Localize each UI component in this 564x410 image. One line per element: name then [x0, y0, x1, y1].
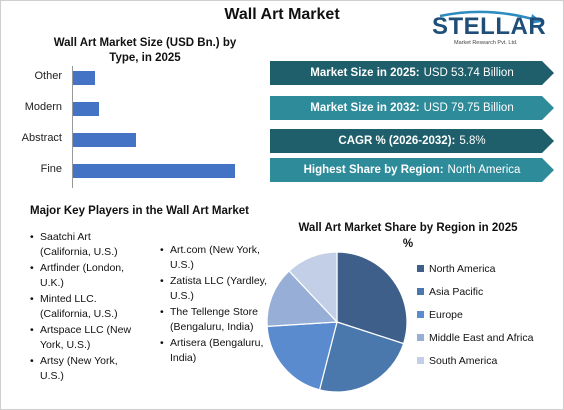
key-player-item: Art.com (New York, U.S.) — [160, 243, 272, 272]
stat-banner-value: USD 53.74 Billion — [423, 67, 514, 79]
legend-item-north-america: North America — [417, 257, 533, 280]
legend-label: Middle East and Africa — [429, 331, 534, 344]
key-player-item: Artisera (Bengaluru, India) — [160, 336, 272, 365]
logo-wordmark: STELLAR — [432, 13, 547, 40]
bar-chart-title-line-2: Type, in 2025 — [109, 52, 181, 64]
key-player-item: Artspace LLC (New York, U.S.) — [30, 323, 140, 352]
pie-legend: North America Asia Pacific Europe Middle Ea… — [417, 257, 533, 372]
legend-item-south-america: South America — [417, 349, 533, 372]
bar-chart-axis — [72, 66, 73, 188]
legend-item-europe: Europe — [417, 303, 533, 326]
logo-tagline: Market Research Pvt. Ltd. — [454, 40, 518, 46]
pie-slice-south-america — [288, 251, 338, 324]
legend-swatch — [417, 311, 424, 318]
key-players-list-1: Saatchi Art (California, U.S.)Artfinder … — [30, 230, 140, 385]
key-players-list-2: Art.com (New York, U.S.)Zatista LLC (Yar… — [160, 243, 272, 367]
bar-fine — [73, 164, 235, 178]
pie-slice-middle-east-and-africa — [266, 270, 339, 328]
pie-slice-europe — [266, 321, 338, 391]
pie-chart-title-line-2: % — [402, 238, 414, 250]
pie-slice-north-america — [336, 251, 408, 345]
stat-banner-1: Market Size in 2025: USD 53.74 Billion — [270, 61, 554, 85]
legend-label: North America — [429, 262, 496, 275]
bar-label-modern: Modern — [24, 101, 62, 113]
bar-chart-title: Wall Art Market Size (USD Bn.) by Type, … — [40, 36, 250, 66]
pie-chart — [266, 251, 408, 393]
stat-banner-4: Highest Share by Region: North America — [270, 158, 554, 182]
key-player-item: Zatista LLC (Yardley, U.S.) — [160, 274, 272, 303]
legend-label: Asia Pacific — [429, 285, 484, 298]
legend-swatch — [417, 265, 424, 272]
bar-modern — [73, 102, 100, 116]
pie-chart-title-line-1: Wall Art Market Share by Region in 2025 — [298, 222, 518, 234]
key-players-title: Major Key Players in the Wall Art Market — [30, 205, 249, 217]
key-player-item: The Tellenge Store (Bengaluru, India) — [160, 305, 272, 334]
key-player-item: Artfinder (London, U.K.) — [30, 261, 140, 290]
stellar-logo: STELLAR Market Research Pvt. Ltd. — [432, 10, 547, 50]
legend-label: South America — [429, 354, 498, 367]
bar-label-fine: Fine — [40, 163, 62, 175]
key-player-item: Minted LLC. (California, U.S.) — [30, 292, 140, 321]
legend-item-asia-pacific: Asia Pacific — [417, 280, 533, 303]
pie-slice-asia-pacific — [318, 321, 405, 393]
stat-banner-value: 5.8% — [459, 135, 486, 147]
stat-banner-value: USD 79.75 Billion — [423, 102, 514, 114]
legend-item-middle-east-and-africa: Middle East and Africa — [417, 326, 533, 349]
legend-label: Europe — [429, 308, 463, 321]
stat-banner-label: Highest Share by Region: — [303, 164, 444, 176]
bar-other — [73, 71, 95, 85]
bar-abstract — [73, 133, 136, 147]
bar-label-other: Other — [34, 70, 62, 82]
stat-banner-label: Market Size in 2025: — [310, 67, 420, 79]
legend-swatch — [417, 357, 424, 364]
logo-swoosh-icon — [439, 10, 542, 24]
stat-banner-2: Market Size in 2032: USD 79.75 Billion — [270, 96, 554, 120]
key-player-item: Artsy (New York, U.S.) — [30, 354, 140, 383]
pie-chart-title: Wall Art Market Share by Region in 2025 … — [292, 220, 524, 252]
stat-banner-label: Market Size in 2032: — [310, 102, 420, 114]
key-player-item: Saatchi Art (California, U.S.) — [30, 230, 140, 259]
bar-chart-title-line-1: Wall Art Market Size (USD Bn.) by — [53, 37, 237, 49]
stat-banner-label: CAGR % (2026-2032): — [338, 135, 456, 147]
bar-label-abstract: Abstract — [21, 132, 62, 144]
stat-banner-value: North America — [447, 164, 521, 176]
stat-banner-3: CAGR % (2026-2032): 5.8% — [270, 129, 554, 153]
legend-swatch — [417, 288, 424, 295]
page-title: Wall Art Market — [224, 6, 340, 23]
legend-swatch — [417, 334, 424, 341]
